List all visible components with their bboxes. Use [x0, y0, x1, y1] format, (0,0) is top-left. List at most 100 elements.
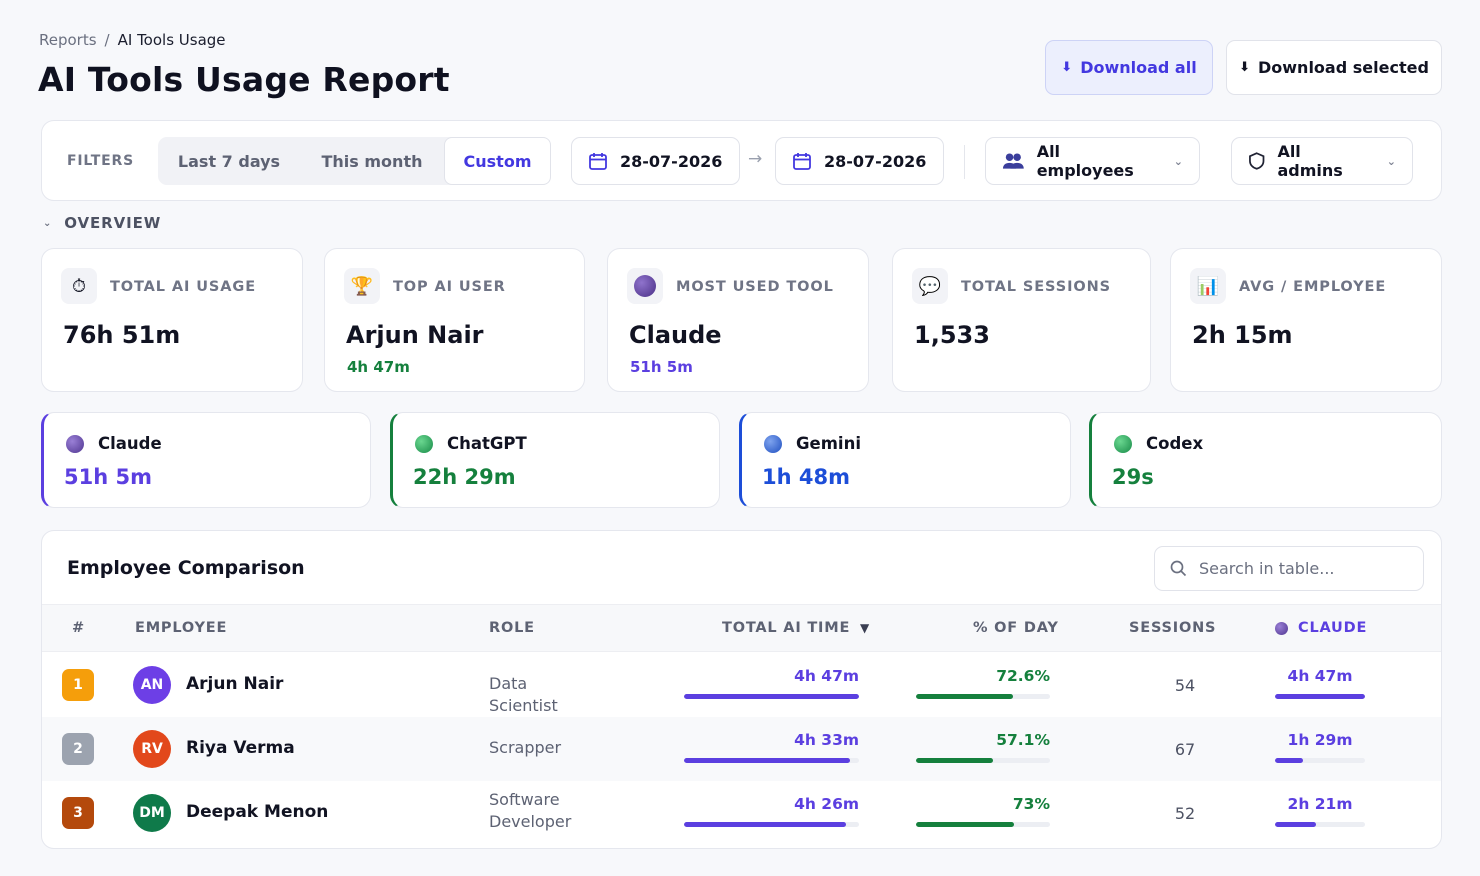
stat-value: Arjun Nair: [346, 321, 484, 349]
date-from-value: 28-07-2026: [620, 151, 723, 171]
total-ai-time-bar: [684, 758, 859, 763]
total-ai-time-bar: [684, 822, 859, 827]
green-orb-icon: [1114, 435, 1132, 453]
employee-role: Data Scientist: [489, 674, 558, 715]
claude-time-bar: [1275, 758, 1365, 763]
divider: [964, 145, 965, 179]
tool-card-claude[interactable]: Claude 51h 5m: [41, 412, 371, 508]
claude-time: 4h 47m: [1287, 667, 1353, 685]
stat-value: 1,533: [914, 321, 990, 349]
stat-card-total-ai-usage: ⏱ TOTAL AI USAGE 76h 51m: [41, 248, 303, 392]
pct-of-day-bar-fill: [916, 694, 1014, 699]
employees-select[interactable]: All employees ⌄: [985, 137, 1200, 185]
date-to-value: 28-07-2026: [824, 151, 927, 171]
employee-name[interactable]: Riya Verma: [186, 738, 295, 758]
stopwatch-icon: ⏱: [61, 268, 97, 304]
stat-card-most-used-tool: MOST USED TOOL Claude 51h 5m: [607, 248, 869, 392]
table-row[interactable]: 1 AN Arjun Nair Data Scientist 4h 47m 72.6% 54…: [42, 653, 1441, 717]
admins-select[interactable]: All admins ⌄: [1231, 137, 1413, 185]
stat-label: TOP AI USER: [393, 279, 506, 295]
stat-sub-value: 4h 47m: [347, 358, 410, 376]
calendar-icon: [793, 153, 811, 170]
tool-name: Codex: [1146, 434, 1204, 453]
breadcrumb-current: AI Tools Usage: [117, 31, 226, 49]
trophy-icon: 🏆: [344, 268, 380, 304]
total-ai-time-bar-fill: [684, 694, 859, 699]
stat-label: MOST USED TOOL: [676, 279, 834, 295]
users-icon: [1002, 153, 1024, 169]
table-search-input[interactable]: Search in table...: [1154, 546, 1424, 591]
column-total-ai-time[interactable]: TOTAL AI TIME ▼: [722, 620, 870, 636]
column-sessions[interactable]: SESSIONS: [1129, 620, 1217, 636]
search-placeholder: Search in table...: [1199, 559, 1335, 578]
tool-time: 29s: [1112, 465, 1154, 489]
table-row[interactable]: 2 RV Riya Verma Scrapper 4h 33m 57.1% 67 1h 29m: [42, 717, 1441, 781]
stat-value: Claude: [629, 321, 722, 349]
column-claude[interactable]: CLAUDE: [1275, 620, 1367, 636]
download-all-label: Download all: [1080, 58, 1197, 77]
calendar-icon: [589, 153, 607, 170]
stat-label: TOTAL SESSIONS: [961, 279, 1111, 295]
table-header: # EMPLOYEE ROLE TOTAL AI TIME ▼ % OF DAY…: [42, 604, 1441, 652]
column-pct-of-day[interactable]: % OF DAY: [973, 620, 1059, 636]
total-ai-time: 4h 33m: [794, 731, 859, 749]
employee-name[interactable]: Arjun Nair: [186, 674, 284, 694]
range-custom[interactable]: Custom: [444, 137, 551, 185]
rank-badge: 2: [62, 733, 94, 765]
range-this-month[interactable]: This month: [321, 151, 423, 171]
download-all-button[interactable]: ⬇ Download all: [1045, 40, 1213, 95]
column-rank: #: [72, 620, 85, 636]
overview-label: OVERVIEW: [64, 214, 162, 232]
speech-bubble-icon: 💬: [912, 268, 948, 304]
date-to-picker[interactable]: 28-07-2026: [775, 137, 944, 185]
pct-of-day-bar: [916, 822, 1050, 827]
breadcrumb: Reports / AI Tools Usage: [39, 31, 226, 49]
purple-orb-icon: [66, 435, 84, 453]
stat-label: AVG / EMPLOYEE: [1239, 279, 1387, 295]
stat-sub-value: 51h 5m: [630, 358, 693, 376]
date-from-picker[interactable]: 28-07-2026: [571, 137, 740, 185]
stat-value: 76h 51m: [63, 321, 181, 349]
range-last-7-days[interactable]: Last 7 days: [177, 151, 281, 171]
download-selected-button[interactable]: ⬇ Download selected: [1226, 40, 1442, 95]
avatar: AN: [133, 666, 171, 704]
pct-of-day-bar-fill: [916, 822, 1014, 827]
pct-of-day: 73%: [1012, 795, 1050, 813]
blue-orb-icon: [764, 435, 782, 453]
employee-comparison-card: Employee Comparison Search in table... #…: [41, 530, 1442, 849]
shield-icon: [1249, 152, 1265, 170]
stat-card-total-sessions: 💬 TOTAL SESSIONS 1,533: [892, 248, 1151, 392]
tool-card-codex[interactable]: Codex 29s: [1089, 412, 1442, 508]
tool-card-gemini[interactable]: Gemini 1h 48m: [739, 412, 1071, 508]
pct-of-day-bar: [916, 758, 1050, 763]
pct-of-day-bar-fill: [916, 758, 993, 763]
date-range-arrow-icon: →: [748, 149, 763, 169]
employee-role: Scrapper: [489, 738, 562, 757]
stat-card-top-ai-user: 🏆 TOP AI USER Arjun Nair 4h 47m: [324, 248, 585, 392]
table-row[interactable]: 3 DM Deepak Menon Software Developer 4h 26m 7…: [42, 781, 1441, 845]
stat-label: TOTAL AI USAGE: [110, 279, 257, 295]
employees-select-value: All employees: [1036, 142, 1134, 180]
tool-name: Gemini: [796, 434, 861, 453]
claude-time: 1h 29m: [1287, 731, 1353, 749]
search-icon: [1170, 560, 1187, 577]
sessions-count: 54: [1174, 676, 1196, 695]
purple-orb-icon: [627, 268, 663, 304]
column-employee[interactable]: EMPLOYEE: [135, 620, 228, 636]
filters-bar: FILTERS Last 7 days This month Custom 28…: [41, 120, 1442, 201]
claude-time-bar-fill: [1275, 694, 1365, 699]
claude-time-bar-fill: [1275, 758, 1303, 763]
total-ai-time: 4h 26m: [794, 795, 859, 813]
claude-time-bar: [1275, 694, 1365, 699]
overview-toggle[interactable]: ⌄ OVERVIEW: [43, 214, 161, 232]
download-selected-label: Download selected: [1258, 58, 1429, 77]
chevron-down-icon: ⌄: [43, 217, 53, 229]
column-role[interactable]: ROLE: [489, 620, 535, 636]
stat-card-avg-employee: 📊 AVG / EMPLOYEE 2h 15m: [1170, 248, 1442, 392]
breadcrumb-reports-link[interactable]: Reports: [39, 31, 97, 49]
tool-card-chatgpt[interactable]: ChatGPT 22h 29m: [390, 412, 720, 508]
tool-time: 51h 5m: [64, 465, 152, 489]
total-ai-time: 4h 47m: [794, 667, 859, 685]
pct-of-day: 57.1%: [996, 731, 1050, 749]
employee-name[interactable]: Deepak Menon: [186, 802, 329, 822]
